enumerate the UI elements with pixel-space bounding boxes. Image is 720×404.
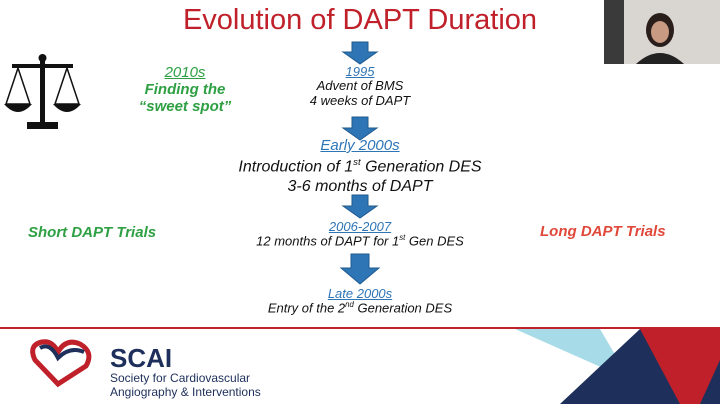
line-text: 4 weeks of DAPT <box>309 92 411 108</box>
divider <box>0 327 720 329</box>
line-text: Generation DES <box>353 300 453 316</box>
line-sup: nd <box>345 300 354 310</box>
timeline-line: 12 months of DAPT for 1st Gen DES <box>200 234 520 249</box>
timeline-item: Late 2000s Entry of the 2nd Generation DE… <box>200 286 520 316</box>
timeline-item: 2006-2007 12 months of DAPT for 1st Gen D… <box>200 219 520 249</box>
line-text: 12 months of DAPT for 1 <box>256 233 400 249</box>
timeline-date: Late 2000s <box>327 286 393 301</box>
logo-subtitle-line: Angiography & Interventions <box>110 384 261 399</box>
timeline-arrows <box>339 41 381 285</box>
timeline-line: Advent of BMS <box>200 79 520 93</box>
long-label: Long DAPT Trials <box>540 223 666 240</box>
left-note: 2010s Finding the “sweet spot” <box>120 64 250 115</box>
webcam-body <box>636 53 684 64</box>
timeline-item: 1995 Advent of BMS 4 weeks of DAPT <box>200 64 520 108</box>
timeline-date: 2006-2007 <box>328 219 392 234</box>
logo-mark-inner <box>38 344 85 362</box>
deco-red <box>640 329 720 404</box>
line-sup: st <box>399 233 406 243</box>
left-note-line: Finding the <box>144 81 226 98</box>
line-text: 3-6 months of DAPT <box>287 178 433 196</box>
slide-title: Evolution of DAPT Duration <box>182 4 538 36</box>
timeline-line: Entry of the 2nd Generation DES <box>200 301 520 316</box>
line-text: Gen DES <box>405 233 464 249</box>
logo-name: SCAI <box>110 343 173 373</box>
timeline-date: 1995 <box>345 64 375 79</box>
webcam-face <box>651 21 669 43</box>
left-note-line: “sweet spot” <box>138 98 232 115</box>
logo-subtitle: Society for Cardiovascular Angiography &… <box>110 371 261 400</box>
webcam-bg <box>604 0 624 64</box>
logo-mark <box>30 339 92 388</box>
left-note-year: 2010s <box>164 64 206 81</box>
line-sup: st <box>353 156 361 168</box>
logo-subtitle-line: Society for Cardiovascular <box>110 371 251 385</box>
timeline-line: 4 weeks of DAPT <box>200 92 520 108</box>
timeline-item: Early 2000s Introduction of 1st Generatio… <box>200 137 520 196</box>
timeline-date: Early 2000s <box>320 137 400 154</box>
line-text: Entry of the 2 <box>267 300 346 316</box>
short-label: Short DAPT Trials <box>28 224 157 241</box>
line-text: Generation DES <box>360 157 482 175</box>
line-text: Introduction of 1 <box>238 157 354 175</box>
timeline-line: Introduction of 1st Generation DES <box>200 156 520 176</box>
timeline-line: 3-6 months of DAPT <box>200 178 520 196</box>
scales-icon <box>4 54 81 129</box>
line-text: Advent of BMS <box>316 78 404 94</box>
